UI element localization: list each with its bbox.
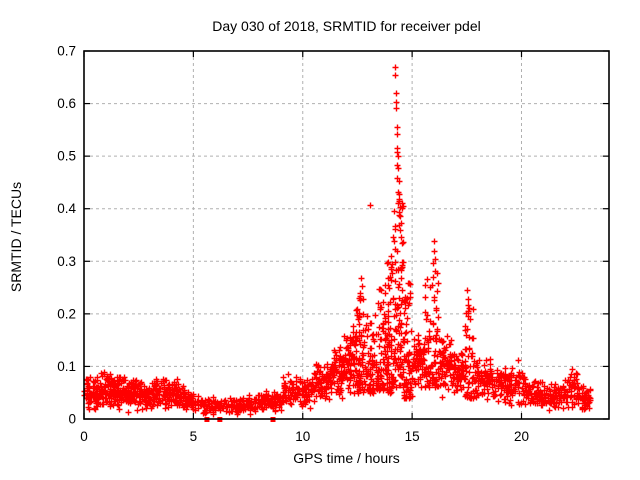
y-tick-label: 0.4 xyxy=(57,201,76,216)
tick-label-layer: 0 5 10 15 20 0 0.1 0.2 0.3 0.4 0.5 0.6 0.7 xyxy=(57,44,529,445)
scatter-plus-markers xyxy=(81,64,594,418)
x-tick-label: 20 xyxy=(514,429,529,444)
scatter-points-layer xyxy=(81,64,594,422)
x-tick-label: 10 xyxy=(295,429,310,444)
grid-layer xyxy=(84,51,609,419)
x-tick-label: 5 xyxy=(190,429,198,444)
plot-border xyxy=(83,50,610,420)
axis-layer xyxy=(83,50,610,420)
y-tick-label: 0.1 xyxy=(57,359,76,374)
y-tick-label: 0.7 xyxy=(57,44,76,59)
y-tick-label: 0.3 xyxy=(57,254,76,269)
x-axis-label: GPS time / hours xyxy=(293,450,400,466)
x-tick-label: 0 xyxy=(80,429,88,444)
y-tick-label: 0.2 xyxy=(57,306,76,321)
y-tick-label: 0.6 xyxy=(57,96,76,111)
y-tick-label: 0 xyxy=(68,412,76,427)
y-tick-label: 0.5 xyxy=(57,149,76,164)
chart-title: Day 030 of 2018, SRMTID for receiver pde… xyxy=(212,18,481,34)
x-tick-label: 15 xyxy=(405,429,420,444)
